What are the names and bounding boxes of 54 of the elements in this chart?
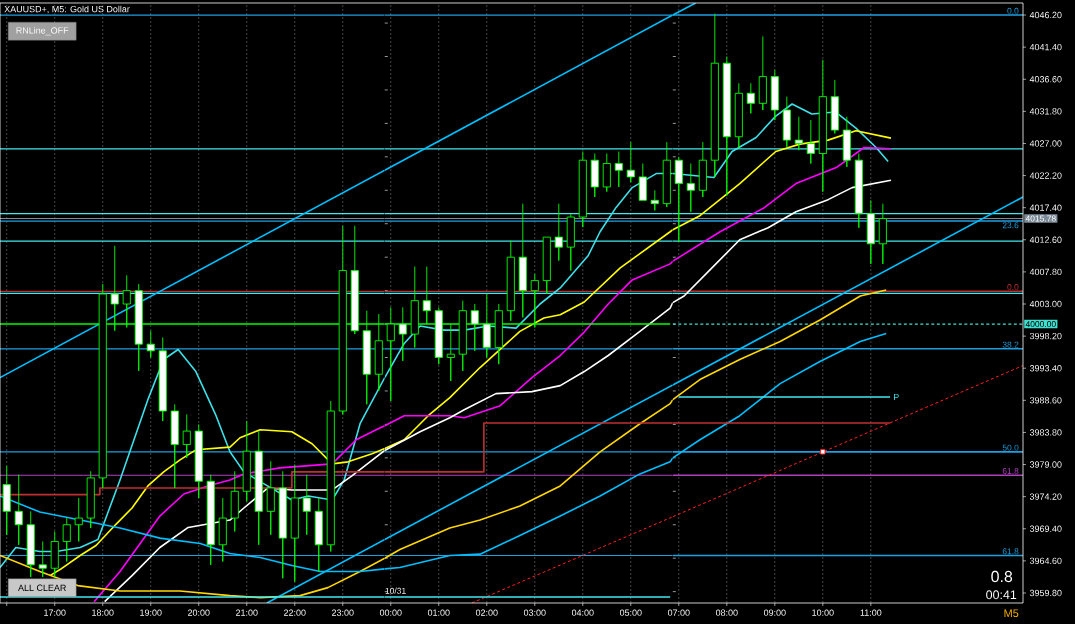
y-tick-label: 4017.40 [1029, 204, 1062, 211]
x-tick-label: 03:00 [523, 609, 546, 616]
series-label: 23.6 [1002, 222, 1019, 229]
x-tick-label: 01:00 [427, 609, 450, 616]
x-tick-label: 22:00 [283, 609, 306, 616]
y-tick-label: 3959.80 [1029, 589, 1062, 597]
x-tick-label: 20:00 [187, 609, 210, 616]
y-tick-label: 4012.60 [1029, 236, 1062, 243]
x-tick-label: 18:00 [92, 609, 114, 616]
y-tick-label: 3974.20 [1029, 493, 1062, 500]
ref-line-label: 4000.00 [1025, 321, 1056, 328]
series-label: 50.0 [1002, 444, 1019, 451]
annotation: RNLine_OFF [16, 27, 69, 36]
x-tick-label: 23:00 [332, 609, 354, 616]
ref-line-label: 4015.78 [1025, 215, 1056, 222]
x-tick-label: 05:00 [619, 609, 642, 616]
y-tick-label: 4036.60 [1029, 76, 1062, 83]
x-tick-label: 21:00 [235, 609, 258, 616]
y-tick-label: 3988.60 [1029, 397, 1062, 404]
y-tick-label: 3969.40 [1029, 525, 1062, 532]
series-label: P [893, 393, 899, 401]
x-tick-label: 08:00 [715, 609, 738, 616]
x-tick-label: 09:00 [763, 609, 786, 616]
y-tick-label: 4022.20 [1029, 172, 1062, 179]
y-tick-label: 4007.80 [1029, 268, 1062, 276]
y-tick-label: 3983.80 [1029, 429, 1062, 436]
y-tick-label: 3979.00 [1029, 461, 1062, 468]
y-tick-label: 4031.80 [1029, 108, 1062, 115]
annotation: 00:41 [986, 590, 1017, 600]
x-tick-label: 17:00 [44, 609, 66, 616]
y-tick-label: 4003.00 [1029, 300, 1062, 308]
y-tick-label: 3998.20 [1029, 332, 1062, 340]
y-tick-label: 4027.00 [1029, 140, 1062, 147]
y-tick-label: 4041.40 [1029, 43, 1062, 51]
series-label: 38.2 [1002, 341, 1019, 348]
series-label: 61.8 [1002, 548, 1019, 555]
annotation: 0.8 [991, 570, 1013, 583]
series-label: 61.8 [1002, 468, 1019, 475]
text: M5 [1004, 609, 1019, 618]
x-tick-label: 04:00 [571, 609, 594, 616]
annotation: 10/31 [385, 587, 406, 594]
y-tick-label: 4046.20 [1029, 11, 1062, 19]
x-tick-label: 02:00 [475, 609, 498, 616]
x-tick-label: 07:00 [667, 609, 690, 616]
x-tick-label: 10:00 [812, 609, 834, 616]
series-label: 0.0 [1007, 7, 1019, 14]
chart-title: XAUUSD+, M5: Gold US Dollar [4, 5, 130, 14]
y-tick-label: 3993.40 [1029, 365, 1062, 372]
y-tick-label: 3964.60 [1029, 557, 1062, 565]
x-tick-label: 00:00 [379, 609, 402, 616]
x-tick-label: 11:00 [860, 609, 882, 616]
annotation: ALL CLEAR [18, 584, 66, 591]
series-label: 0.0 [1007, 284, 1019, 291]
x-tick-label: 19:00 [140, 609, 162, 616]
